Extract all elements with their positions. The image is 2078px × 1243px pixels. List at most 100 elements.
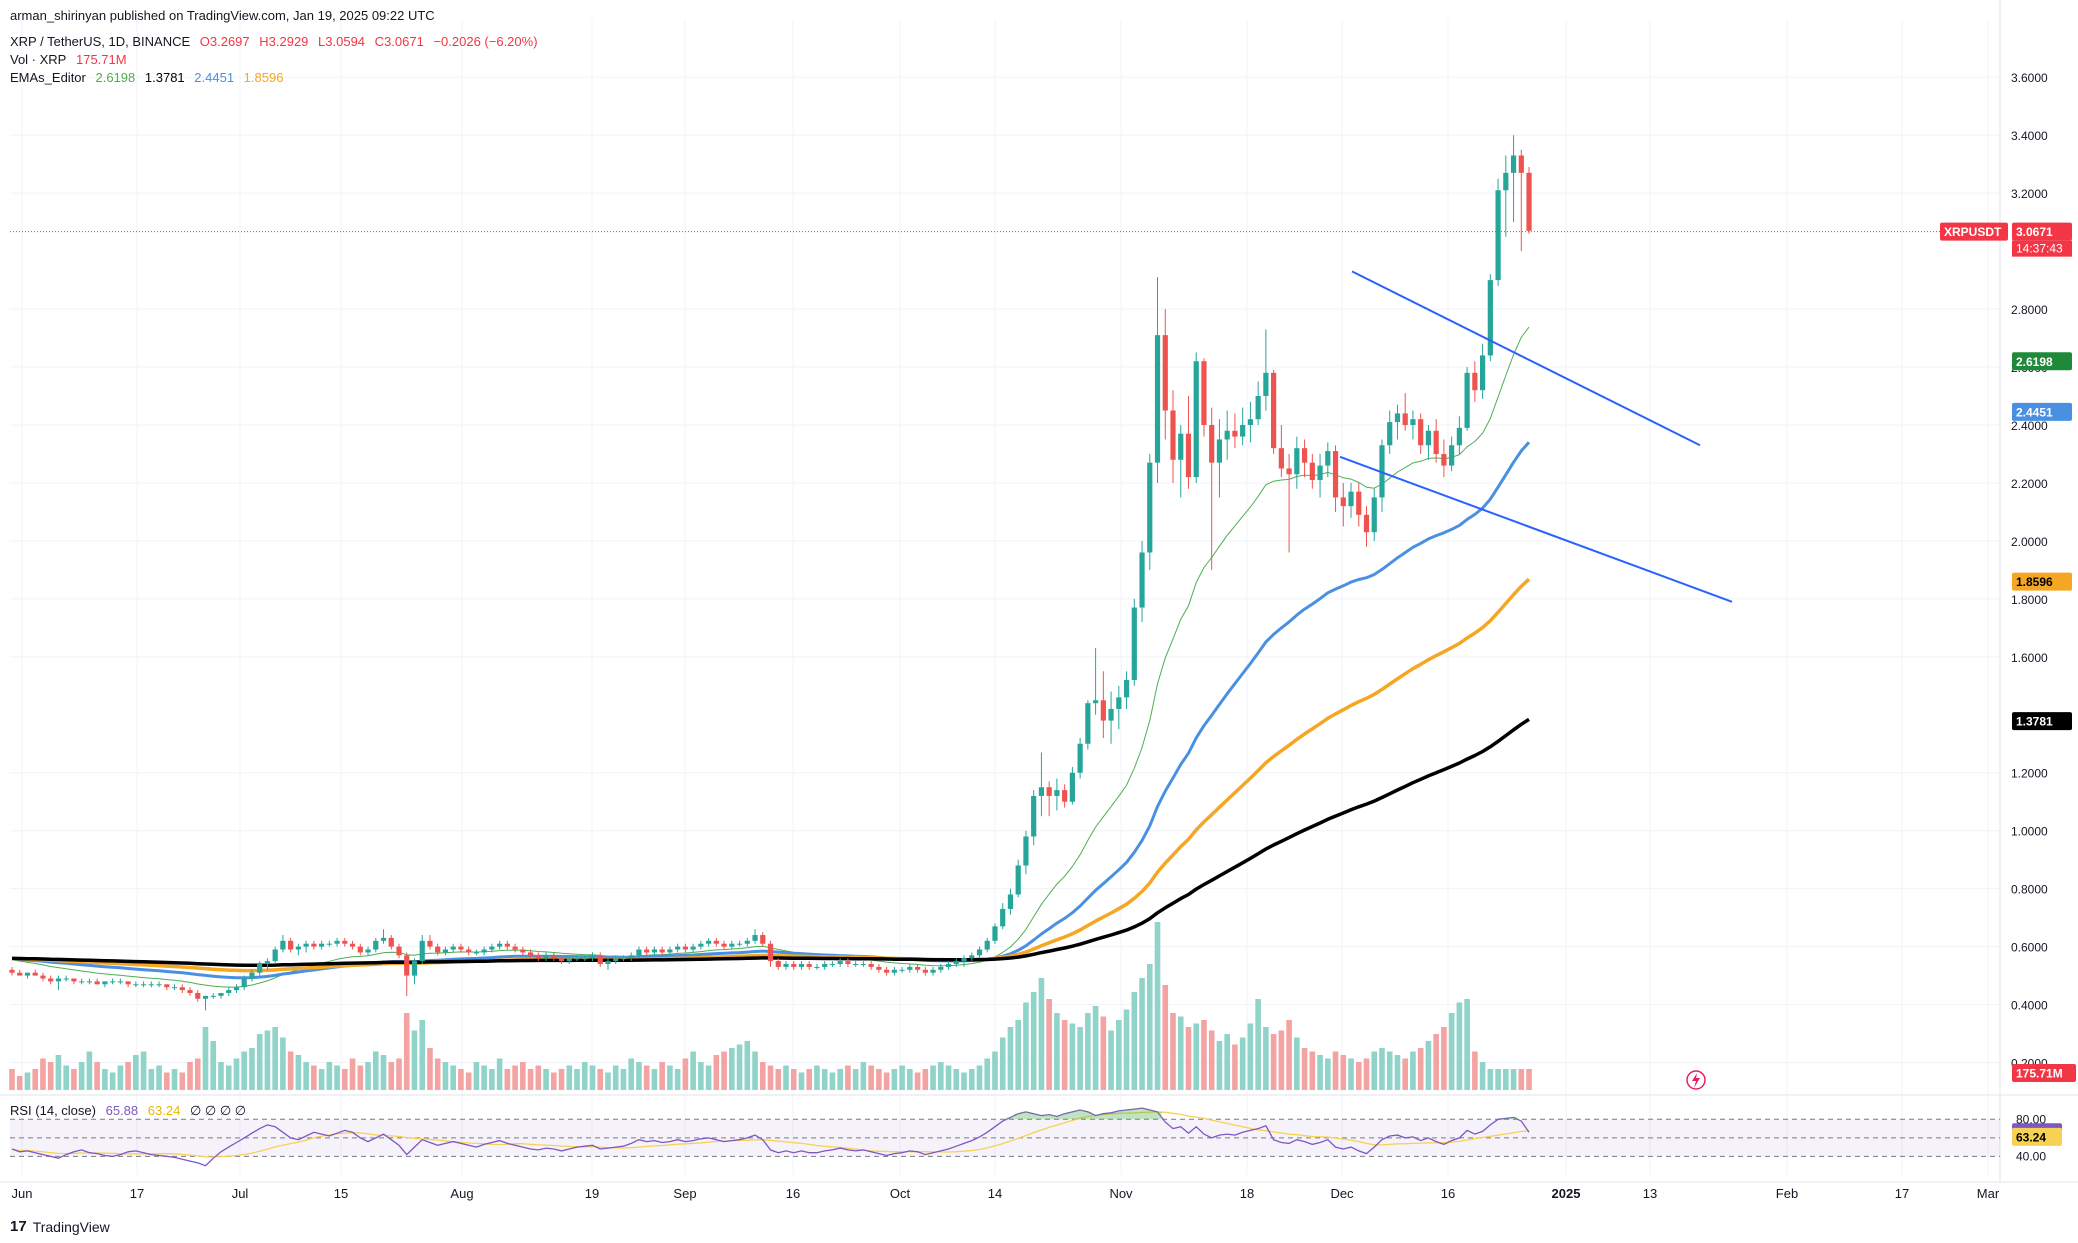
x-tick-label: Feb bbox=[1776, 1186, 1798, 1201]
volume-bar bbox=[860, 1062, 867, 1090]
candle-body bbox=[295, 946, 301, 950]
volume-bar bbox=[1193, 1023, 1200, 1090]
rsi-extra: ∅ ∅ ∅ ∅ bbox=[189, 1103, 247, 1118]
volume-bar bbox=[419, 1020, 426, 1090]
volume-bar bbox=[1146, 964, 1153, 1090]
volume-bar bbox=[396, 1058, 402, 1090]
candle-body bbox=[1000, 908, 1006, 927]
candle-body bbox=[419, 940, 425, 962]
candle-body bbox=[435, 946, 441, 953]
rsi-overbought-fill bbox=[1153, 1111, 1162, 1120]
candle-body bbox=[1255, 396, 1261, 420]
volume-bar bbox=[434, 1058, 441, 1090]
ema-value-1: 2.6198 bbox=[95, 70, 136, 85]
price-axis[interactable]: 3.60003.40003.20002.80002.60002.40002.20… bbox=[2011, 71, 2048, 1070]
volume-bar bbox=[156, 1065, 162, 1090]
candle-body bbox=[1209, 424, 1215, 463]
ema-black-label: 1.3781 bbox=[2016, 715, 2053, 729]
volume-bar bbox=[164, 1072, 170, 1090]
volume-bar bbox=[845, 1065, 851, 1090]
candle-body bbox=[1433, 430, 1439, 454]
candle-body bbox=[1108, 708, 1114, 721]
rsi-overbought-fill bbox=[1099, 1113, 1108, 1120]
volume-bar bbox=[589, 1065, 596, 1090]
volume-bar bbox=[109, 1072, 116, 1090]
rsi-ma-value: 63.24 bbox=[147, 1103, 181, 1118]
candle-body bbox=[1201, 361, 1207, 425]
candle-body bbox=[1495, 190, 1501, 281]
low-value: L3.0594 bbox=[318, 34, 366, 49]
volume-bar bbox=[891, 1069, 898, 1090]
volume-bar bbox=[403, 1013, 410, 1090]
volume-bar bbox=[1038, 978, 1045, 1090]
candle-body bbox=[698, 943, 704, 947]
volume-bar bbox=[1061, 1020, 1068, 1090]
volume-label: Vol · XRP bbox=[10, 52, 67, 67]
volume-bar bbox=[1116, 1020, 1122, 1090]
rsi-overbought-fill bbox=[1107, 1112, 1115, 1120]
candle-body bbox=[1015, 865, 1021, 895]
volume-bar bbox=[512, 1065, 518, 1090]
volume-bar bbox=[1371, 1051, 1378, 1090]
candle-body bbox=[1069, 772, 1075, 802]
candle-body bbox=[922, 969, 928, 973]
volume-bar bbox=[489, 1069, 495, 1090]
volume-bar bbox=[1410, 1051, 1416, 1090]
candle-body bbox=[288, 940, 294, 950]
candle-body bbox=[450, 946, 456, 950]
candle-body bbox=[628, 955, 634, 959]
volume-bar bbox=[1487, 1069, 1494, 1090]
ema-blue-label-bg bbox=[2012, 402, 2072, 421]
volume-bar bbox=[721, 1051, 727, 1090]
volume-bar bbox=[1503, 1069, 1509, 1090]
candle-body bbox=[984, 940, 990, 950]
candle-body bbox=[9, 969, 15, 973]
candle-body bbox=[303, 943, 309, 947]
candle-body bbox=[744, 940, 750, 944]
volume-bar bbox=[868, 1065, 874, 1090]
time-axis[interactable]: Jun 17 Jul 15 Aug 19 Sep 16 Oct 14 Nov 18 Dec 16 2025 1… bbox=[12, 1186, 2000, 1201]
symbol-label: XRP / TetherUS, 1D, BINANCE bbox=[10, 34, 191, 49]
volume-bar bbox=[125, 1062, 131, 1090]
candle-body bbox=[706, 940, 712, 944]
candle-body bbox=[884, 969, 890, 973]
open-value: O3.2697 bbox=[199, 34, 250, 49]
y-tick-label: 0.4000 bbox=[2011, 999, 2048, 1013]
candle-body bbox=[953, 961, 959, 965]
ema-legend[interactable]: EMAs_Editor 2.6198 1.3781 2.4451 1.8596 bbox=[10, 70, 289, 85]
volume-bar bbox=[1139, 978, 1145, 1090]
x-tick-label: Jul bbox=[232, 1186, 249, 1201]
ohlc-legend[interactable]: XRP / TetherUS, 1D, BINANCE O3.2697 H3.2… bbox=[10, 34, 544, 49]
volume-bar bbox=[1402, 1058, 1408, 1090]
high-value: H3.2929 bbox=[259, 34, 309, 49]
volume-bar bbox=[241, 1051, 247, 1090]
candle-body bbox=[1216, 439, 1223, 463]
x-tick-label: Sep bbox=[673, 1186, 696, 1201]
footer-brand[interactable]: 17 TradingView bbox=[10, 1218, 110, 1235]
candle-body bbox=[1263, 372, 1269, 396]
ema-label: EMAs_Editor bbox=[10, 70, 86, 85]
y-tick-label: 3.2000 bbox=[2011, 187, 2048, 201]
volume-bar bbox=[729, 1048, 735, 1090]
candle-body bbox=[86, 981, 92, 983]
volume-bar bbox=[117, 1065, 124, 1090]
volume-bar bbox=[1123, 1009, 1130, 1090]
candle-body bbox=[1023, 836, 1029, 866]
candle-body bbox=[1325, 451, 1331, 466]
volume-bar bbox=[574, 1069, 580, 1090]
brand-name: TradingView bbox=[32, 1218, 110, 1235]
candle-body bbox=[1348, 491, 1354, 507]
volume-bar bbox=[999, 1037, 1006, 1090]
volume-bar bbox=[63, 1065, 69, 1090]
y-tick-label: 0.6000 bbox=[2011, 941, 2048, 955]
volume-bar bbox=[264, 1030, 271, 1090]
candle-body bbox=[133, 984, 139, 986]
rsi-overbought-fill bbox=[1037, 1115, 1046, 1120]
volume-legend[interactable]: Vol · XRP 175.71M bbox=[10, 52, 133, 67]
rsi-overbought-fill bbox=[1053, 1116, 1061, 1120]
candle-body bbox=[1271, 372, 1277, 449]
x-tick-label: 2025 bbox=[1552, 1186, 1581, 1201]
volume-bar bbox=[295, 1055, 302, 1090]
rsi-legend[interactable]: RSI (14, close) 65.88 63.24 ∅ ∅ ∅ ∅ bbox=[10, 1103, 252, 1119]
